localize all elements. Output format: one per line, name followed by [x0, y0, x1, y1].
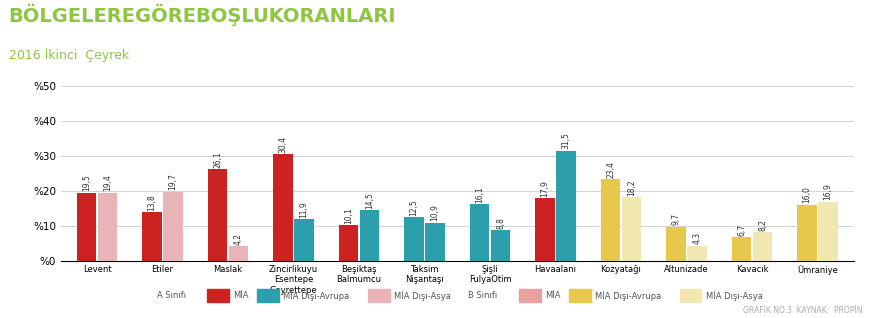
Bar [294, 219, 314, 261]
Bar [164, 192, 183, 261]
Bar [142, 212, 162, 261]
Text: 6,7: 6,7 [737, 224, 746, 236]
Text: 23,4: 23,4 [606, 161, 615, 177]
Text: 16,1: 16,1 [475, 186, 484, 203]
Text: BÖLGELEREGÖREBOŞLUKORANLARI: BÖLGELEREGÖREBOŞLUKORANLARI [9, 3, 396, 26]
Text: MİA Dışı-Asya: MİA Dışı-Asya [706, 291, 762, 301]
Text: 13,8: 13,8 [147, 194, 157, 211]
Bar [798, 205, 817, 261]
Bar [819, 202, 838, 261]
Bar [77, 192, 96, 261]
Text: MİA Dışı-Avrupa: MİA Dışı-Avrupa [595, 291, 661, 301]
Text: 18,2: 18,2 [627, 179, 636, 196]
Bar [601, 179, 620, 261]
Bar [229, 246, 248, 261]
Text: 11,9: 11,9 [300, 201, 308, 218]
Bar [425, 223, 445, 261]
Bar [208, 169, 227, 261]
Text: 14,5: 14,5 [365, 192, 374, 209]
Text: A Sınıfı: A Sınıfı [157, 291, 186, 300]
Text: MİA Dışı-Avrupa: MİA Dışı-Avrupa [283, 291, 349, 301]
Text: 4,3: 4,3 [692, 232, 701, 244]
Text: B Sınıfı: B Sınıfı [469, 291, 497, 300]
Bar [557, 151, 576, 261]
Text: 4,2: 4,2 [234, 233, 243, 245]
Bar [687, 246, 706, 261]
Text: 30,4: 30,4 [279, 136, 287, 153]
Text: MİA Dışı-Asya: MİA Dışı-Asya [394, 291, 451, 301]
Bar [404, 217, 423, 261]
Bar [536, 198, 555, 261]
Text: MİA: MİA [545, 291, 561, 300]
Bar [273, 155, 293, 261]
Text: 10,1: 10,1 [344, 207, 353, 224]
Text: 19,7: 19,7 [168, 174, 178, 190]
Text: 8,8: 8,8 [496, 217, 505, 229]
Text: 19,5: 19,5 [82, 174, 91, 191]
Bar [666, 227, 685, 261]
Bar [339, 225, 358, 261]
Text: 31,5: 31,5 [562, 132, 571, 149]
Bar [469, 204, 490, 261]
Text: 19,4: 19,4 [103, 175, 112, 191]
Bar [360, 210, 379, 261]
Text: 9,7: 9,7 [672, 213, 680, 225]
Bar [732, 237, 751, 261]
Text: GRAFİK NO.3  KAYNAK:  PROPİN: GRAFİK NO.3 KAYNAK: PROPİN [743, 306, 862, 315]
Text: 16,9: 16,9 [824, 183, 833, 200]
Text: 12,5: 12,5 [409, 199, 419, 216]
Text: 17,9: 17,9 [541, 180, 550, 197]
Bar [98, 193, 117, 261]
Text: 16,0: 16,0 [802, 187, 812, 204]
Bar [753, 232, 773, 261]
Text: 8,2: 8,2 [758, 219, 767, 231]
Bar [491, 230, 510, 261]
Text: MİA: MİA [233, 291, 249, 300]
Text: 26,1: 26,1 [213, 151, 222, 168]
Text: 2016 İkinci  Çeyrek: 2016 İkinci Çeyrek [9, 48, 129, 62]
Text: 10,9: 10,9 [430, 204, 440, 221]
Bar [622, 197, 641, 261]
